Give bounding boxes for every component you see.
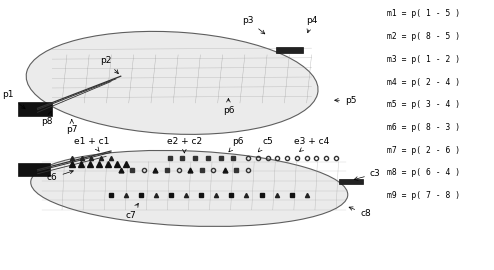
- Text: p4: p4: [306, 16, 317, 33]
- Text: c5: c5: [258, 137, 273, 152]
- Ellipse shape: [31, 150, 348, 227]
- Text: p8: p8: [41, 112, 53, 126]
- Text: e3 + c4: e3 + c4: [294, 137, 329, 151]
- Text: m9 = p( 7 - 8 ): m9 = p( 7 - 8 ): [387, 191, 460, 200]
- Text: p6: p6: [223, 99, 234, 116]
- Text: e1 + c1: e1 + c1: [74, 137, 109, 151]
- Text: m1 = p( 1 - 5 ): m1 = p( 1 - 5 ): [387, 9, 460, 18]
- Text: c3: c3: [354, 169, 380, 180]
- FancyBboxPatch shape: [18, 102, 52, 116]
- FancyBboxPatch shape: [18, 163, 50, 176]
- FancyBboxPatch shape: [339, 178, 363, 184]
- Text: e2 + c2: e2 + c2: [167, 137, 202, 153]
- Text: m4 = p( 2 - 4 ): m4 = p( 2 - 4 ): [387, 77, 460, 87]
- Text: m6 = p( 8 - 3 ): m6 = p( 8 - 3 ): [387, 123, 460, 132]
- Text: m5 = p( 3 - 4 ): m5 = p( 3 - 4 ): [387, 100, 460, 109]
- Text: m3 = p( 1 - 2 ): m3 = p( 1 - 2 ): [387, 55, 460, 64]
- FancyBboxPatch shape: [276, 46, 303, 53]
- Text: p7: p7: [66, 120, 78, 134]
- Text: p3: p3: [242, 16, 265, 34]
- Text: p6: p6: [229, 137, 244, 152]
- Text: c8: c8: [349, 207, 371, 218]
- Ellipse shape: [26, 31, 318, 134]
- Text: m7 = p( 2 - 6 ): m7 = p( 2 - 6 ): [387, 146, 460, 155]
- Text: m2 = p( 8 - 5 ): m2 = p( 8 - 5 ): [387, 32, 460, 41]
- Text: p2: p2: [100, 56, 119, 74]
- Text: c7: c7: [125, 203, 138, 220]
- Text: c6: c6: [47, 170, 73, 182]
- Text: p1: p1: [2, 90, 25, 109]
- Text: m8 = p( 6 - 4 ): m8 = p( 6 - 4 ): [387, 168, 460, 177]
- Text: p5: p5: [335, 96, 357, 105]
